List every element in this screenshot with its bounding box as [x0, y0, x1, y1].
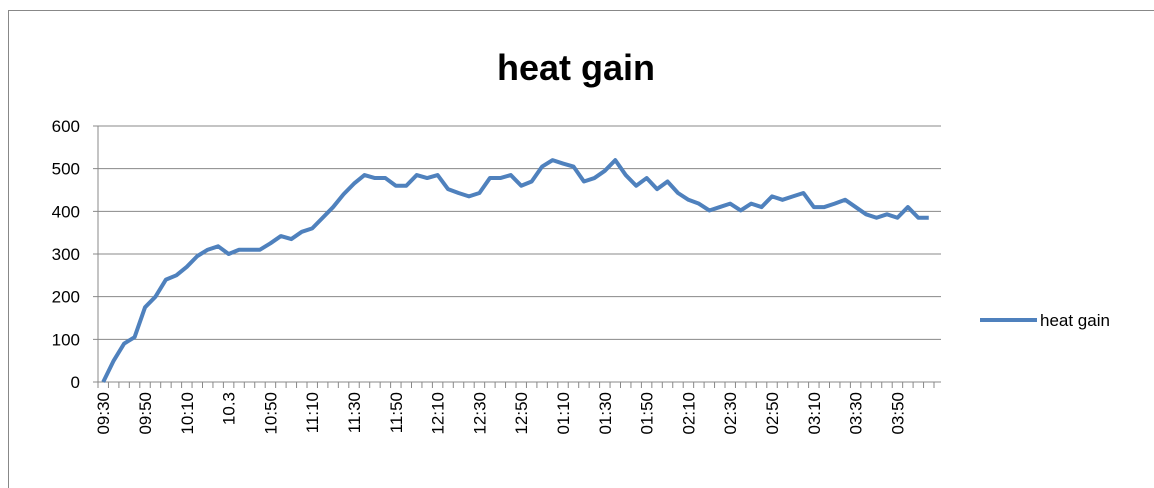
x-tick-label: 11:50	[387, 392, 406, 433]
x-tick-label: 03:50	[888, 392, 907, 435]
x-tick-label: 12:50	[512, 392, 531, 435]
y-tick-label: 100	[52, 330, 80, 349]
x-tick-label: 12:10	[429, 392, 448, 435]
y-tick-label: 400	[52, 202, 80, 221]
y-tick-label: 300	[52, 245, 80, 264]
x-tick-label: 01:50	[638, 392, 657, 435]
x-tick-label: 03:10	[805, 392, 824, 435]
x-tick-label: 10:10	[178, 392, 197, 435]
x-tick-label: 09:30	[94, 392, 113, 435]
data-line	[101, 158, 929, 383]
x-tick-label: 11:10	[303, 392, 322, 433]
x-tick-label: 01:10	[554, 392, 573, 435]
chart-title: heat gain	[497, 47, 655, 88]
x-tick-label: 02:10	[679, 392, 698, 435]
x-tick-label: 09:50	[136, 392, 155, 435]
y-tick-label: 200	[52, 288, 80, 307]
x-tick-label: 12:30	[470, 392, 489, 435]
legend-label: heat gain	[1040, 311, 1110, 330]
y-tick-label: 0	[71, 373, 80, 392]
x-tick-label: 11:30	[345, 392, 364, 433]
x-tick-label: 10.3	[220, 392, 239, 425]
x-tick-label: 01:30	[596, 392, 615, 435]
y-tick-label: 500	[52, 160, 80, 179]
y-tick-label: 600	[52, 117, 80, 136]
chart-frame	[8, 10, 1154, 488]
x-tick-label: 02:50	[763, 392, 782, 435]
x-tick-label: 02:30	[721, 392, 740, 435]
x-tick-label: 03:30	[847, 392, 866, 435]
x-tick-label: 10:50	[261, 392, 280, 435]
